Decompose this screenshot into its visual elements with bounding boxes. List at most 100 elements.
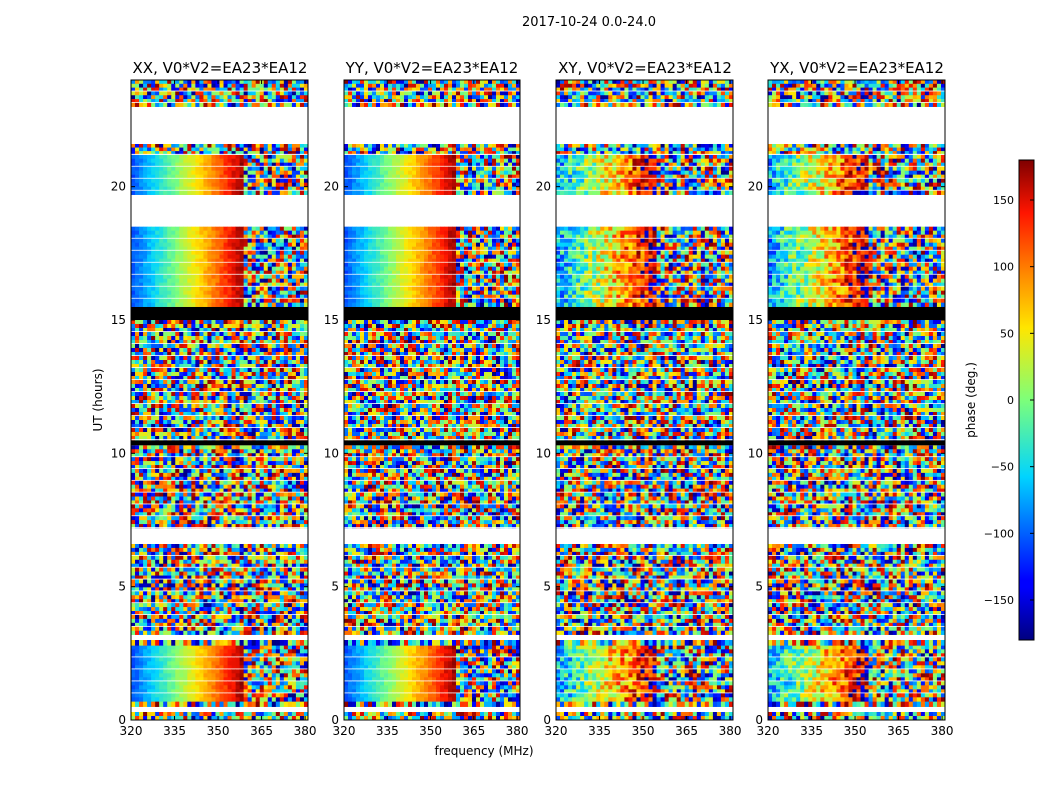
phase-cell	[284, 640, 288, 646]
phase-cell	[167, 657, 171, 661]
phase-cell	[183, 544, 187, 548]
phase-cell	[199, 701, 203, 707]
phase-cell	[215, 645, 219, 649]
phase-cell	[292, 591, 296, 595]
phase-cell	[175, 712, 179, 716]
phase-cell	[175, 568, 179, 572]
phase-cell	[131, 548, 135, 552]
phase-cell	[280, 693, 284, 697]
phase-cell	[143, 669, 147, 673]
phase-cell	[240, 657, 244, 661]
phase-cell	[292, 673, 296, 677]
phase-cell	[175, 657, 179, 661]
phase-cell	[228, 568, 232, 572]
phase-cell	[175, 685, 179, 689]
heatmap-xx	[131, 80, 308, 720]
phase-cell	[280, 556, 284, 560]
phase-cell	[171, 560, 175, 564]
phase-cell	[232, 669, 236, 673]
phase-cell	[248, 595, 252, 599]
phase-cell	[135, 649, 139, 653]
phase-cell	[272, 548, 276, 552]
phase-cell	[248, 579, 252, 583]
phase-cell	[236, 669, 240, 673]
phase-cell	[236, 591, 240, 595]
phase-cell	[300, 685, 304, 689]
phase-cell	[179, 673, 183, 677]
phase-cell	[248, 712, 252, 716]
phase-cell	[211, 583, 215, 587]
phase-cell	[211, 591, 215, 595]
phase-cell	[195, 681, 199, 685]
phase-cell	[203, 544, 207, 548]
phase-cell	[147, 669, 151, 673]
phase-cell	[183, 560, 187, 564]
phase-cell	[252, 645, 256, 649]
phase-cell	[143, 661, 147, 665]
phase-cell	[252, 701, 256, 707]
phase-cell	[159, 591, 163, 595]
phase-cell	[236, 572, 240, 576]
phase-cell	[167, 697, 171, 701]
phase-cell	[284, 657, 288, 661]
phase-cell	[135, 673, 139, 677]
phase-cell	[179, 572, 183, 576]
phase-cell	[135, 579, 139, 583]
phase-cell	[215, 548, 219, 552]
phase-cell	[215, 591, 219, 595]
phase-cell	[272, 685, 276, 689]
phase-cell	[211, 544, 215, 548]
phase-cell	[256, 681, 260, 685]
phase-cell	[139, 556, 143, 560]
phase-cell	[207, 583, 211, 587]
phase-cell	[159, 595, 163, 599]
phase-cell	[207, 579, 211, 583]
phase-waterfall-figure: 2017-10-24 0.0-24.0 XX, V0*V2=EA23*EA12 …	[0, 0, 1050, 800]
phase-cell	[199, 579, 203, 583]
phase-cell	[288, 645, 292, 649]
phase-cell	[252, 583, 256, 587]
phase-cell	[147, 640, 151, 646]
phase-cell	[276, 579, 280, 583]
phase-cell	[220, 657, 224, 661]
phase-cell	[260, 673, 264, 677]
phase-cell	[300, 649, 304, 653]
phase-cell	[171, 583, 175, 587]
phase-cell	[131, 701, 135, 707]
phase-cell	[187, 568, 191, 572]
phase-cell	[139, 673, 143, 677]
phase-cell	[151, 661, 155, 665]
phase-cell	[155, 669, 159, 673]
phase-cell	[252, 591, 256, 595]
phase-cell	[135, 669, 139, 673]
phase-cell	[167, 649, 171, 653]
phase-cell	[268, 595, 272, 599]
phase-cell	[240, 595, 244, 599]
phase-cell	[296, 548, 300, 552]
phase-cell	[272, 661, 276, 665]
phase-cell	[147, 572, 151, 576]
phase-cell	[280, 560, 284, 564]
phase-cell	[300, 701, 304, 707]
phase-cell	[135, 544, 139, 548]
phase-cell	[151, 548, 155, 552]
phase-cell	[155, 701, 159, 707]
phase-cell	[199, 685, 203, 689]
phase-cell	[296, 572, 300, 576]
phase-cell	[143, 693, 147, 697]
phase-cell	[191, 661, 195, 665]
phase-cell	[155, 697, 159, 701]
phase-cell	[211, 640, 215, 646]
phase-cell	[236, 544, 240, 548]
phase-cell	[296, 685, 300, 689]
phase-cell	[139, 681, 143, 685]
phase-cell	[248, 572, 252, 576]
phase-cell	[203, 681, 207, 685]
phase-cell	[171, 544, 175, 548]
phase-cell	[179, 579, 183, 583]
phase-cell	[151, 701, 155, 707]
phase-cell	[139, 560, 143, 564]
phase-cell	[179, 640, 183, 646]
phase-cell	[159, 701, 163, 707]
phase-cell	[191, 645, 195, 649]
